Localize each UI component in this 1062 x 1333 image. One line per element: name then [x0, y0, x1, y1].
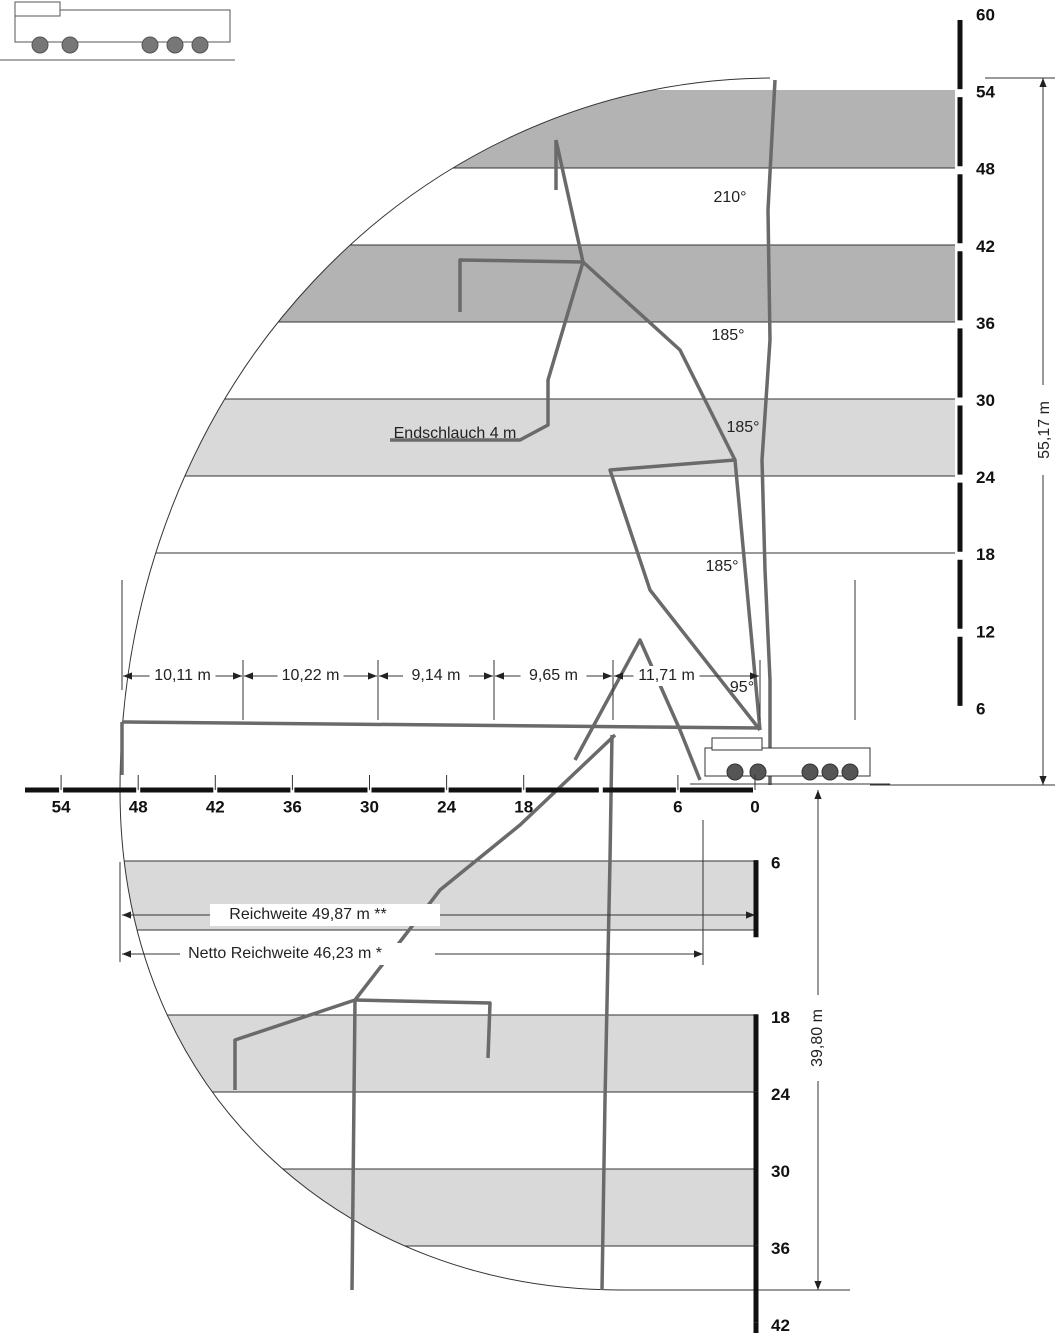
axis-label: 18	[514, 797, 533, 816]
band	[120, 399, 955, 476]
label-bg	[210, 904, 440, 926]
axis-label: 36	[283, 797, 302, 816]
reach-ticks	[119, 820, 704, 965]
label-bg	[520, 666, 587, 686]
truck-icon	[0, 1, 235, 61]
section-label: 10,11 m	[154, 667, 211, 684]
axis-label: 0	[750, 797, 759, 816]
section-label: 9,14 m	[412, 667, 461, 684]
band	[120, 1169, 755, 1246]
height-label: 55,17 m	[1036, 401, 1053, 459]
band-lines	[120, 167, 955, 1247]
scale-label: 42	[771, 1316, 790, 1333]
scale-label: 36	[976, 314, 995, 333]
angle-label: 95°	[730, 679, 754, 696]
label-bg	[180, 943, 435, 965]
scale-label: 6	[771, 854, 780, 873]
angle-label: 185°	[726, 419, 759, 436]
section-label: 10,22 m	[282, 667, 340, 684]
depth-label: 39,80 m	[809, 1009, 826, 1067]
truck	[690, 737, 890, 785]
scale-label: 48	[976, 160, 995, 179]
axis-label: 48	[129, 797, 148, 816]
label-bg	[633, 666, 700, 686]
axis-label: 42	[206, 797, 225, 816]
scale-label: 12	[976, 622, 995, 641]
band	[120, 90, 955, 168]
scale-label: 24	[976, 468, 995, 487]
axis-label: 6	[673, 797, 682, 816]
scale-label: 30	[771, 1162, 790, 1181]
scale-label: 54	[976, 83, 995, 102]
scale-label: 6	[976, 699, 985, 718]
band	[120, 245, 955, 322]
label-bg	[149, 666, 216, 686]
axis-label: 30	[360, 797, 379, 816]
scale-label: 60	[976, 5, 995, 24]
label-bg	[277, 666, 344, 686]
hose-label: Endschlauch 4 m	[394, 425, 517, 442]
angle-label: 210°	[713, 189, 746, 206]
bands	[120, 90, 955, 1247]
scale-label: 42	[976, 237, 995, 256]
scale-label: 24	[771, 1085, 790, 1104]
section-label: 9,65 m	[529, 667, 578, 684]
section-label: 11,71 m	[638, 667, 695, 684]
scale-label: 36	[771, 1239, 790, 1258]
axis-label: 24	[437, 797, 456, 816]
label-bg	[808, 995, 830, 1081]
band	[120, 1015, 755, 1092]
section-dims	[121, 580, 856, 720]
scale-label: 18	[976, 545, 995, 564]
label-bg	[1033, 385, 1055, 475]
label-bg	[403, 666, 469, 686]
reach-label: Reichweite 49,87 m **	[229, 906, 386, 923]
angle-label: 185°	[705, 558, 738, 575]
axis-label: 54	[52, 797, 71, 816]
net-reach-label: Netto Reichweite 46,23 m *	[188, 945, 382, 962]
angle-label: 185°	[711, 327, 744, 344]
scale-label: 18	[771, 1008, 790, 1027]
scale-label: 30	[976, 391, 995, 410]
